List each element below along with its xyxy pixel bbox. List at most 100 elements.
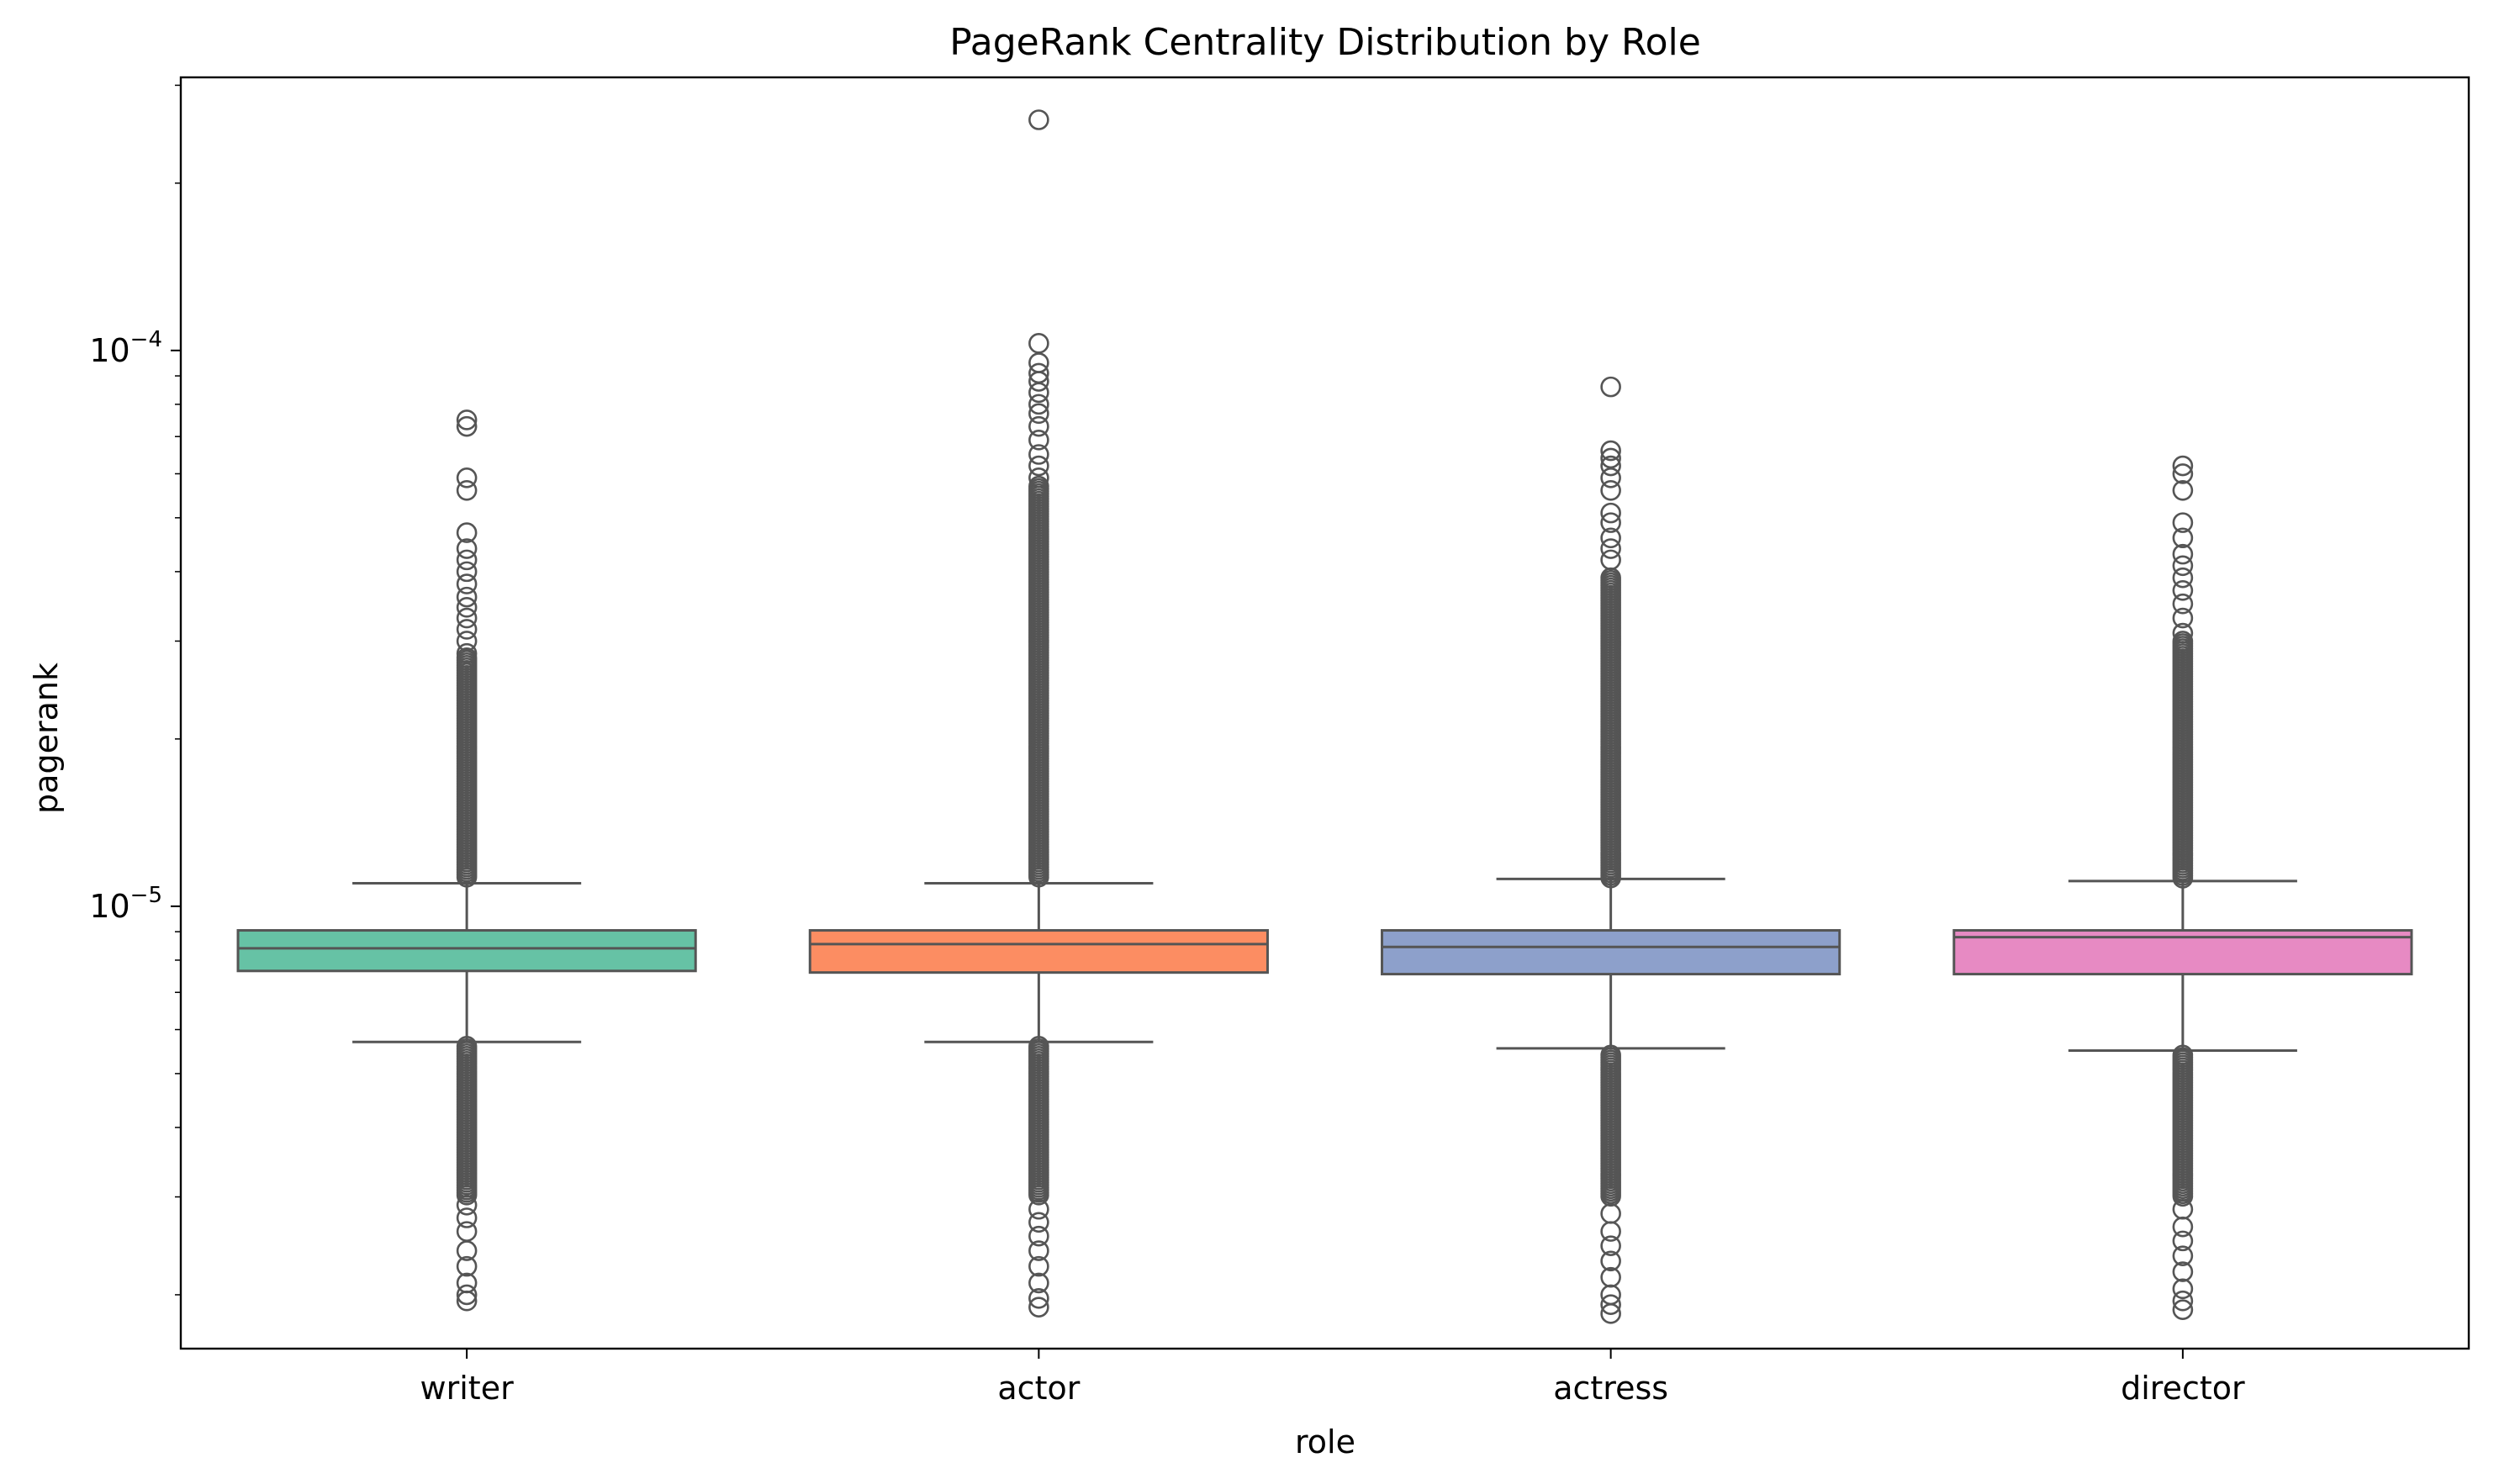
outlier-point xyxy=(456,415,478,437)
y-tick-base: 10 xyxy=(89,888,129,925)
outlier-point xyxy=(2172,579,2194,601)
outlier-point xyxy=(1600,479,1621,501)
outlier-point xyxy=(1600,502,1621,524)
outlier-point xyxy=(1028,1185,1049,1206)
outlier-point xyxy=(1600,527,1621,549)
y-axis-label: pagerank xyxy=(28,663,65,814)
outlier-point xyxy=(456,1255,478,1277)
chart-title: PageRank Centrality Distribution by Role xyxy=(949,21,1701,64)
box-group-writer xyxy=(236,409,697,1312)
outlier-point xyxy=(2172,527,2194,549)
outlier-point xyxy=(1600,455,1621,477)
y-tick-label: 10−5 xyxy=(89,883,162,925)
outlier-point xyxy=(1028,1225,1049,1247)
outlier-point xyxy=(2172,1198,2194,1220)
outlier-point xyxy=(2172,1245,2194,1266)
outlier-point xyxy=(1028,1212,1049,1233)
outlier-point xyxy=(2172,607,2194,629)
outlier-point xyxy=(456,1185,478,1206)
box-actress xyxy=(1381,929,1841,976)
box-group-actor xyxy=(808,109,1269,1318)
outlier-point xyxy=(2172,555,2194,577)
outlier-point xyxy=(456,479,478,501)
x-axis-label: role xyxy=(1295,1423,1355,1460)
outlier-point xyxy=(1600,538,1621,559)
outlier-point xyxy=(456,573,478,594)
outlier-point xyxy=(2172,1186,2194,1207)
outlier-point xyxy=(1028,467,1049,489)
outlier-point xyxy=(456,597,478,618)
outlier-point xyxy=(456,607,478,629)
outlier-point xyxy=(1028,866,1049,888)
outlier-point xyxy=(1028,430,1049,451)
outlier-point xyxy=(1600,1294,1621,1315)
outlier-point xyxy=(1028,371,1049,392)
outlier-point xyxy=(1028,1272,1049,1294)
outlier-point xyxy=(456,549,478,571)
outlier-point xyxy=(1028,382,1049,404)
outlier-point xyxy=(2172,1230,2194,1252)
outlier-point xyxy=(2172,622,2194,644)
outlier-point xyxy=(456,631,478,652)
outlier-point xyxy=(1028,444,1049,465)
outlier-point xyxy=(1600,1203,1621,1224)
outlier-point xyxy=(2172,1261,2194,1282)
outlier-point xyxy=(2172,479,2194,501)
outlier-point xyxy=(456,538,478,559)
y-tick-base: 10 xyxy=(89,332,129,369)
outlier-point xyxy=(2172,1299,2194,1321)
outlier-point xyxy=(456,619,478,640)
outlier-point xyxy=(456,1290,478,1312)
outlier-point xyxy=(2172,567,2194,589)
x-tick-label: actor xyxy=(997,1370,1080,1407)
outlier-point xyxy=(2172,455,2194,477)
outlier-point xyxy=(1600,512,1621,533)
outlier-point xyxy=(456,409,478,430)
outlier-point xyxy=(456,1207,478,1228)
x-tick-label: writer xyxy=(420,1370,515,1407)
outlier-point xyxy=(2172,593,2194,615)
y-tick-exponent: −4 xyxy=(130,327,162,352)
outlier-point xyxy=(456,642,478,664)
outlier-point xyxy=(1028,1255,1049,1277)
outlier-point xyxy=(456,561,478,583)
box-actor xyxy=(808,929,1269,974)
outlier-point xyxy=(1600,376,1621,398)
outlier-point xyxy=(1600,549,1621,571)
outlier-point xyxy=(456,586,478,608)
outlier-point xyxy=(1600,1235,1621,1256)
outlier-point xyxy=(456,522,478,543)
outlier-point xyxy=(2172,868,2194,889)
outlier-point xyxy=(1600,1186,1621,1207)
outlier-point xyxy=(2172,463,2194,484)
outlier-point xyxy=(1028,403,1049,425)
outlier-point xyxy=(1600,440,1621,462)
outlier-point xyxy=(1028,415,1049,437)
outlier-point xyxy=(2172,512,2194,533)
box-writer xyxy=(236,929,697,973)
y-tick-exponent: −5 xyxy=(130,883,162,908)
outlier-point xyxy=(456,1194,478,1216)
x-tick-label: actress xyxy=(1553,1370,1668,1407)
box-group-actress xyxy=(1381,376,1841,1324)
outlier-point xyxy=(2172,1278,2194,1300)
outlier-point xyxy=(1028,393,1049,415)
outlier-point xyxy=(1028,1198,1049,1220)
outlier-point xyxy=(1600,1250,1621,1272)
outlier-point xyxy=(1028,455,1049,477)
box-group-director xyxy=(1952,455,2413,1321)
outlier-point xyxy=(456,467,478,489)
outlier-point xyxy=(1600,867,1621,889)
outlier-point xyxy=(456,1284,478,1306)
plot-frame xyxy=(179,76,2470,1350)
outlier-point xyxy=(456,1221,478,1242)
outlier-point xyxy=(1600,1266,1621,1288)
outlier-point xyxy=(2172,543,2194,565)
outlier-point xyxy=(456,866,478,888)
x-tick-label: director xyxy=(2121,1370,2245,1407)
outlier-point xyxy=(1028,1240,1049,1261)
outlier-point xyxy=(2172,1290,2194,1312)
